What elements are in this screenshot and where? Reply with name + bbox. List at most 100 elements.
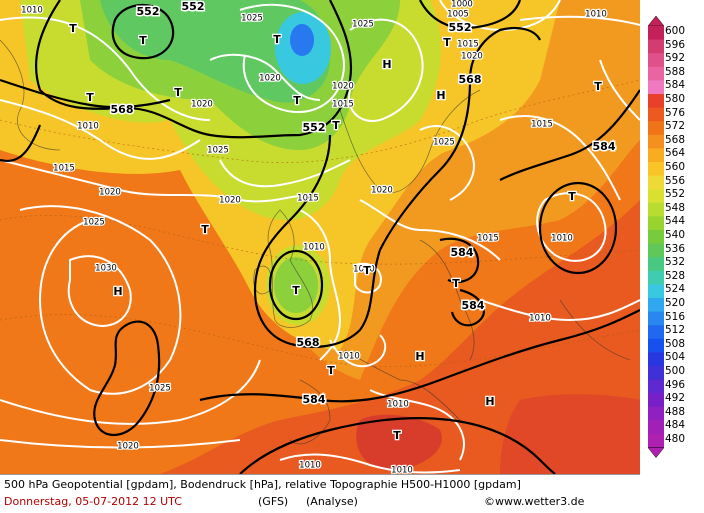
scale-label: 572	[665, 120, 686, 133]
scale-label: 508	[665, 337, 686, 350]
scale-label: 532	[665, 256, 686, 269]
isobar-label: 1020	[99, 188, 121, 198]
scale-swatch	[648, 406, 664, 421]
high-pressure-marker: H	[382, 58, 391, 71]
scale-label: 552	[665, 188, 686, 201]
scale-label: 528	[665, 269, 686, 282]
scale-label: 600	[665, 25, 686, 37]
scale-swatch	[648, 352, 664, 367]
isobar-label: 1025	[433, 138, 455, 148]
scale-swatch	[648, 298, 664, 313]
low-pressure-marker: T	[594, 80, 602, 93]
scale-label: 588	[665, 65, 686, 78]
low-pressure-marker: T	[201, 223, 209, 236]
scale-swatch	[648, 121, 664, 136]
scale-label: 548	[665, 201, 686, 214]
isobar-label: 1025	[207, 146, 229, 156]
scale-swatch	[648, 325, 664, 340]
geopotential-label: 584	[462, 299, 485, 312]
scale-label: 556	[665, 174, 686, 187]
isobar-label: 1000	[451, 0, 473, 10]
scale-swatch	[648, 26, 664, 41]
geopotential-labels: 552 552 552 568 568 552 584 584 584 568 584	[109, 0, 617, 408]
geopotential-label: 584	[303, 393, 326, 406]
weather-map: 1010 1025 1025 1000 1005 1015 1020 1010 1020 1020…	[0, 0, 640, 474]
low-pressure-marker: T	[393, 429, 401, 442]
isobar-label: 1020	[332, 82, 354, 92]
isobar-label: 1010	[338, 352, 360, 362]
scale-label: 584	[665, 79, 686, 92]
geopotential-label: 552	[303, 121, 326, 134]
scale-label: 564	[665, 147, 686, 160]
scale-swatch	[648, 134, 664, 149]
isobar-label: 1010	[585, 10, 607, 20]
isobar-label: 1020	[117, 442, 139, 452]
caption-credit[interactable]: ©www.wetter3.de	[484, 495, 585, 508]
high-pressure-marker: H	[113, 285, 122, 298]
fill-cutoff-inner	[274, 257, 318, 313]
isobar-label: 1010	[77, 122, 99, 132]
low-pressure-marker: T	[363, 264, 371, 277]
scale-swatch	[648, 379, 664, 394]
geopotential-label: 552	[182, 0, 205, 13]
high-pressure-marker: H	[415, 350, 424, 363]
isobar-label: 1020	[219, 196, 241, 206]
scale-swatch	[648, 39, 664, 54]
high-pressure-marker: H	[436, 89, 445, 102]
isobar-label: 1010	[529, 314, 551, 324]
scale-swatch	[648, 366, 664, 381]
map-caption: 500 hPa Geopotential [gpdam], Bodendruck…	[0, 474, 640, 513]
caption-analysis: (Analyse)	[306, 495, 358, 508]
scale-label: 484	[665, 419, 686, 432]
low-pressure-marker: T	[568, 190, 576, 203]
scale-swatch	[648, 420, 664, 435]
low-pressure-marker: T	[332, 119, 340, 132]
low-pressure-marker: T	[293, 94, 301, 107]
isobar-label: 1005	[447, 10, 469, 20]
scale-swatch	[648, 243, 664, 258]
isobar-label: 1010	[391, 466, 413, 475]
scale-label: 524	[665, 283, 686, 296]
isobar-label: 1020	[371, 186, 393, 196]
isobar-label: 1015	[297, 194, 319, 204]
isobar-label: 1010	[21, 6, 43, 16]
isobar-label: 1015	[332, 100, 354, 110]
scale-swatch	[648, 53, 664, 68]
isobar-label: 1020	[191, 100, 213, 110]
scale-swatch	[648, 230, 664, 245]
scale-swatch	[648, 311, 664, 326]
scale-label: 536	[665, 242, 686, 255]
fill-blue	[290, 24, 314, 56]
isobar-label: 1025	[241, 14, 263, 24]
scale-label: 592	[665, 52, 686, 65]
geopotential-lines	[0, 0, 640, 474]
low-pressure-marker: T	[69, 22, 77, 35]
scale-label: 576	[665, 106, 686, 119]
geopotential-label: 568	[111, 103, 134, 116]
scale-swatch	[648, 148, 664, 163]
isobar-label: 1010	[299, 461, 321, 471]
scale-swatch	[648, 434, 664, 449]
caption-date: Donnerstag, 05-07-2012 12 UTC	[4, 495, 182, 508]
isobar-label: 1025	[352, 20, 374, 30]
geopotential-label: 552	[137, 5, 160, 18]
scale-swatch	[648, 162, 664, 177]
low-pressure-marker: T	[174, 86, 182, 99]
scale-swatch	[648, 94, 664, 109]
scale-swatch	[648, 270, 664, 285]
scale-label: 560	[665, 161, 686, 173]
isobar-label: 1015	[477, 234, 499, 244]
scale-label: 488	[665, 405, 686, 418]
scale-label: 512	[665, 324, 686, 337]
isobar-label: 1020	[259, 74, 281, 84]
scale-label: 516	[665, 310, 686, 323]
scale-swatch	[648, 66, 664, 81]
fill-lightgreen	[100, 0, 330, 103]
scale-swatch	[648, 189, 664, 204]
fill-red-east	[500, 394, 640, 474]
isobar-lines	[0, 0, 640, 474]
scale-swatch	[648, 202, 664, 217]
low-pressure-marker: T	[292, 284, 300, 297]
